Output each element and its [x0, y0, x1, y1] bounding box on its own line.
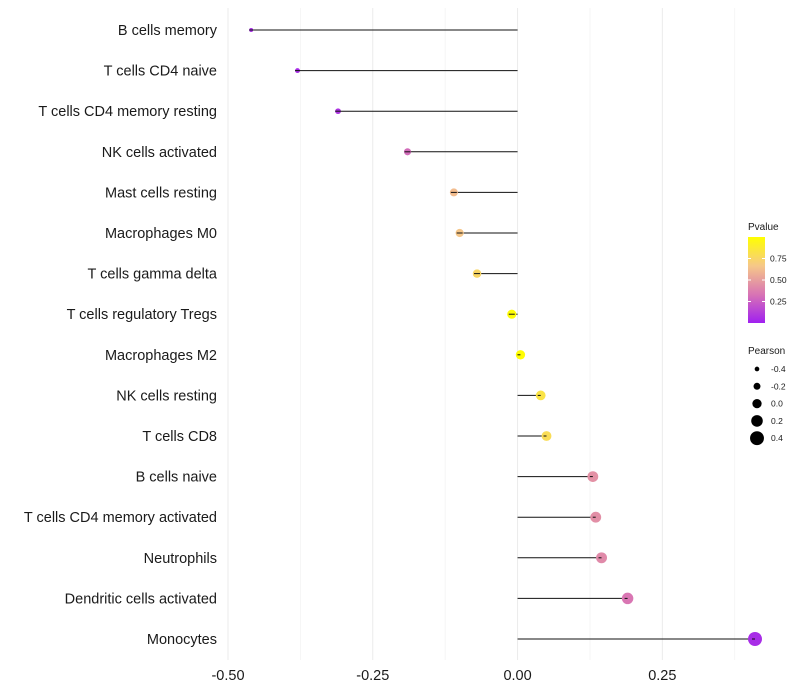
x-tick-label: 0.25 [648, 668, 676, 684]
size-legend-dot [752, 398, 762, 409]
y-axis-label: Mast cells resting [105, 185, 217, 201]
color-legend-bar [748, 237, 765, 323]
x-axis-tick-labels: -0.50 -0.25 0.00 0.25 [211, 668, 676, 684]
y-axis-label: T cells CD4 memory activated [24, 510, 217, 526]
color-legend-tick-label: 0.75 [770, 254, 787, 264]
color-legend-tick-label: 0.50 [770, 275, 787, 285]
y-axis-label: Neutrophils [144, 551, 217, 567]
size-legend-dot [751, 415, 763, 427]
color-legend-title: Pvalue [748, 222, 779, 233]
y-axis-label: B cells memory [118, 23, 218, 39]
size-legend-label: 0.0 [771, 399, 783, 409]
grid-lines [227, 8, 736, 660]
size-legend-dot [754, 366, 760, 372]
size-legend-label: 0.4 [771, 433, 783, 443]
size-legend-dot [753, 382, 761, 390]
y-axis-label: Macrophages M2 [105, 348, 217, 364]
size-legend-label: -0.4 [771, 364, 786, 374]
y-axis-label: NK cells resting [116, 388, 217, 404]
x-tick-label: -0.25 [356, 668, 389, 684]
color-legend-tick-label: 0.25 [770, 297, 787, 307]
size-legend-dot [750, 431, 764, 446]
lollipop-points [249, 28, 762, 646]
legend: Pvalue 0.25 0.50 0.75 Pearson -0.4 -0.2 0.0 0.2 0… [748, 222, 787, 446]
y-axis-label: T cells CD8 [142, 429, 217, 445]
y-axis-label: T cells CD4 naive [104, 64, 217, 80]
y-axis-label: Dendritic cells activated [65, 591, 217, 607]
y-axis-labels: B cells memory T cells CD4 naive T cells C… [24, 23, 218, 648]
lollipop-point [590, 511, 602, 523]
size-legend-label: -0.2 [771, 381, 786, 391]
y-axis-label: T cells regulatory Tregs [67, 307, 217, 323]
size-legend-title: Pearson [748, 346, 785, 357]
y-axis-label: NK cells activated [102, 145, 217, 161]
x-tick-label: 0.00 [503, 668, 531, 684]
size-legend-label: 0.2 [771, 416, 783, 426]
y-axis-label: B cells naive [136, 470, 217, 486]
y-axis-label: Monocytes [147, 632, 217, 648]
lollipop-stems [251, 29, 755, 640]
y-axis-label: T cells CD4 memory resting [38, 104, 217, 120]
y-axis-label: Macrophages M0 [105, 226, 217, 242]
y-axis-label: T cells gamma delta [88, 267, 218, 283]
x-tick-label: -0.50 [211, 668, 244, 684]
